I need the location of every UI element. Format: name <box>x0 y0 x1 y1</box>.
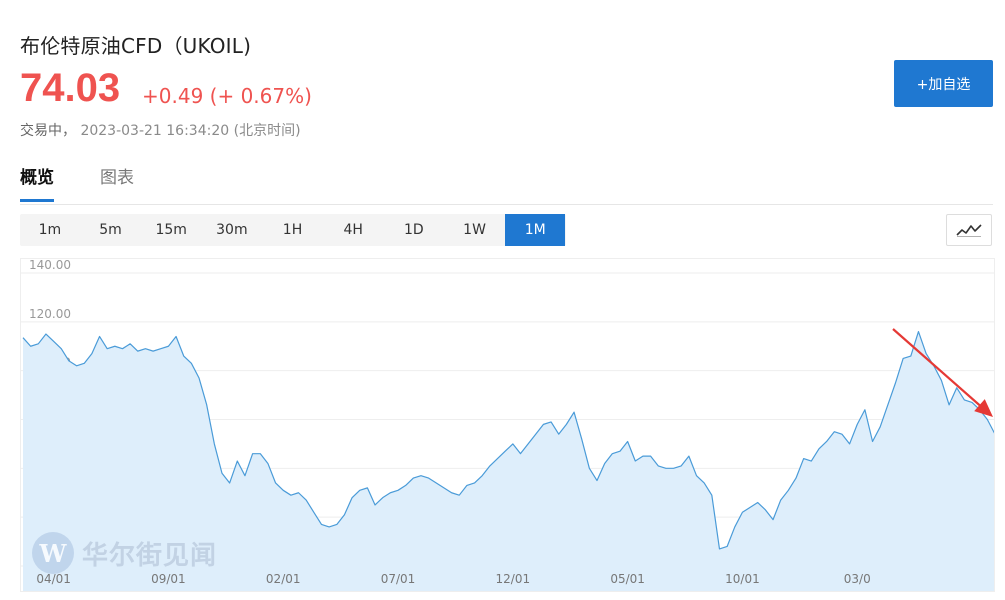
add-to-watchlist-button[interactable]: +加自选 <box>894 60 993 107</box>
line-chart-icon <box>956 224 982 237</box>
price-line <box>22 331 994 550</box>
price-area <box>23 331 994 591</box>
last-price: 74.03 <box>20 66 121 110</box>
period-button-5m[interactable]: 5m <box>99 222 122 238</box>
trading-status: 交易中， 2023-03-21 16:34:20 (北京时间) <box>20 120 301 140</box>
x-tick-label: 02/01 <box>266 572 301 586</box>
x-tick-label: 09/01 <box>151 572 186 586</box>
instrument-title: 布伦特原油CFD（UKOIL) <box>20 34 252 58</box>
tab-overview[interactable]: 概览 <box>20 164 54 202</box>
period-button-4h[interactable]: 4H <box>343 222 363 238</box>
period-button-1m[interactable]: 1m <box>38 222 62 238</box>
period-button-1h[interactable]: 1H <box>282 222 303 238</box>
trend-arrow-head <box>974 399 993 417</box>
trend-arrow-line <box>892 328 986 411</box>
timezone-label: (北京时间) <box>233 123 301 139</box>
x-tick-label: 05/01 <box>610 572 645 586</box>
quote-timestamp: 2023-03-21 16:34:20 <box>80 123 230 139</box>
price-change: +0.49 (+ 0.67%) <box>142 84 312 108</box>
y-tick-label: 120.00 <box>29 307 71 321</box>
watermark-text: 华尔街见闻 <box>82 540 218 571</box>
period-button-1w[interactable]: 1W <box>463 222 486 238</box>
tab-bar: 概览 图表 <box>20 164 993 205</box>
price-chart[interactable]: 140.00120.00100.0080.0060.0040.0020.0004… <box>20 258 995 592</box>
period-button-15m[interactable]: 15m <box>155 222 187 238</box>
x-tick-label: 12/01 <box>496 572 531 586</box>
x-tick-label: 03/0 <box>844 572 871 586</box>
x-tick-label: 10/01 <box>725 572 760 586</box>
period-button-30m[interactable]: 30m <box>216 222 248 238</box>
chart-svg: 140.00120.00100.0080.0060.0040.0020.0004… <box>21 259 994 591</box>
x-tick-label: 04/01 <box>36 572 71 586</box>
chart-type-button[interactable] <box>946 214 992 246</box>
period-selector: 1m 5m 15m 30m 1H 4H 1D 1W 1M <box>20 214 566 246</box>
watermark: W 华尔街见闻 <box>32 532 217 574</box>
x-tick-label: 07/01 <box>381 572 416 586</box>
status-label: 交易中， <box>20 123 76 139</box>
y-tick-label: 140.00 <box>29 259 71 272</box>
period-button-1m[interactable]: 1M <box>505 214 566 246</box>
period-button-1d[interactable]: 1D <box>404 222 424 238</box>
tab-chart[interactable]: 图表 <box>100 168 134 188</box>
watermark-logo: W <box>32 532 74 574</box>
